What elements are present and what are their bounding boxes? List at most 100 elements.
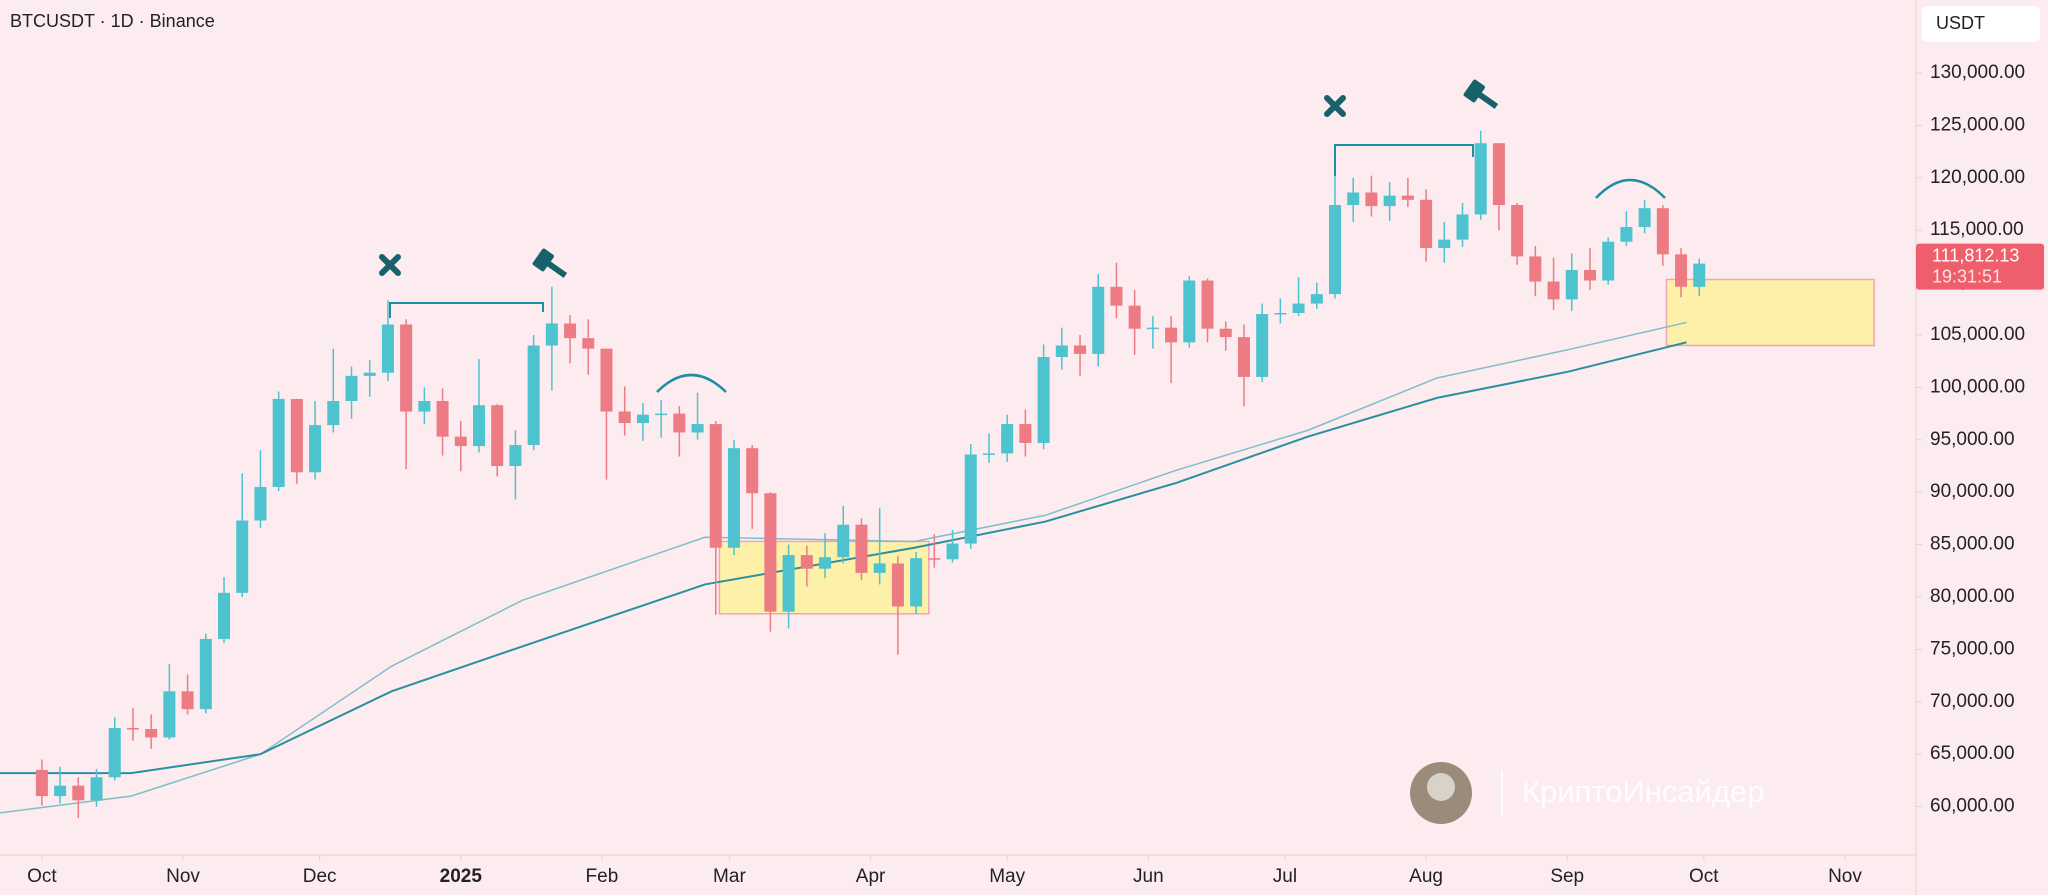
candle-body	[1565, 270, 1578, 300]
candle-body	[454, 436, 467, 447]
countdown-label: 19:31:51	[1932, 266, 2002, 286]
currency-label[interactable]: USDT	[1936, 13, 1985, 33]
candle-body	[1656, 208, 1669, 255]
plot-area	[0, 130, 1875, 819]
y-tick-label: 65,000.00	[1930, 743, 2015, 764]
candle-body	[873, 563, 886, 573]
candle-body	[1365, 192, 1378, 207]
candle-body	[90, 777, 103, 801]
candle-body	[1055, 345, 1068, 358]
candle-body	[218, 592, 231, 639]
candle-body	[691, 424, 704, 433]
x-tick-label: Sep	[1550, 866, 1584, 887]
currency-box[interactable]	[1922, 6, 2040, 42]
candle-body	[928, 558, 941, 560]
symbol-title: BTCUSDT · 1D · Binance	[10, 11, 215, 31]
x-tick-label: Apr	[856, 866, 886, 887]
y-tick-label: 95,000.00	[1930, 429, 2015, 450]
candle-body	[309, 425, 322, 473]
candle-body	[946, 543, 959, 560]
x-tick-label: Nov	[1828, 866, 1862, 887]
candle-body	[327, 401, 340, 426]
candle-body	[819, 557, 832, 569]
y-tick-label: 60,000.00	[1930, 796, 2015, 817]
watermark-text: КриптоИнсайдер	[1522, 774, 1765, 809]
gavel-icon	[1463, 79, 1499, 109]
candle-body	[1310, 294, 1323, 304]
candle-body	[72, 785, 85, 801]
candle-body	[1274, 312, 1287, 315]
candle-body	[1638, 208, 1651, 228]
candle-body	[564, 323, 577, 339]
candle-body	[1583, 270, 1596, 281]
candle-body	[1401, 195, 1414, 200]
bracket	[389, 302, 544, 318]
x-tick-label: Aug	[1409, 866, 1443, 887]
candle-body	[199, 638, 212, 710]
candle-body	[345, 375, 358, 402]
candle-body	[254, 486, 267, 521]
candle-body	[982, 453, 995, 455]
candle-body	[1456, 214, 1469, 240]
candle-body	[1092, 286, 1105, 354]
candle-body	[673, 413, 686, 433]
x-tick-label: Feb	[586, 866, 619, 887]
candle-body	[1328, 205, 1342, 295]
candle-body	[1292, 303, 1305, 313]
candle-body	[618, 411, 631, 424]
candle-body	[472, 405, 486, 447]
candle-body	[764, 493, 777, 612]
candle-body	[1037, 357, 1050, 443]
candle-body	[1074, 345, 1087, 354]
candle-body	[1001, 424, 1014, 454]
y-tick-label: 130,000.00	[1930, 62, 2025, 83]
candle-body	[272, 398, 285, 487]
cross-icon	[1324, 95, 1346, 117]
x-tick-label: May	[989, 866, 1025, 887]
candle-body	[1420, 199, 1433, 249]
x-tick-label: Jul	[1273, 866, 1297, 887]
candle-body	[35, 769, 48, 797]
candle-body	[545, 323, 558, 346]
gavel-icon	[532, 248, 568, 278]
y-tick-label: 90,000.00	[1930, 481, 2015, 502]
candle-body	[1019, 424, 1032, 443]
candle-body	[1256, 314, 1269, 377]
y-tick-label: 80,000.00	[1930, 586, 2015, 607]
x-tick-label: Oct	[1689, 866, 1719, 887]
candle-body	[163, 691, 176, 738]
candle-body	[290, 398, 303, 473]
candle-body	[600, 348, 613, 412]
x-tick-label: Nov	[166, 866, 200, 887]
candle-body	[1547, 281, 1560, 300]
candle-body	[418, 401, 431, 412]
x-tick-label: Mar	[713, 866, 746, 887]
candle-body	[126, 728, 139, 730]
candle-body	[636, 414, 649, 424]
candle-body	[1492, 143, 1505, 206]
candle-body	[1347, 192, 1360, 206]
candle-body	[1201, 280, 1214, 329]
arc	[1595, 178, 1666, 199]
candle-body	[236, 520, 249, 593]
candle-body	[527, 345, 540, 446]
x-tick-label: Oct	[27, 866, 57, 887]
watermark-avatar-face	[1427, 773, 1455, 801]
last-price-box	[1916, 243, 2044, 290]
x-tick-label: Dec	[303, 866, 337, 887]
bracket	[1334, 144, 1474, 176]
candle-body	[1693, 263, 1706, 287]
candle-body	[1146, 327, 1159, 330]
candle-body	[727, 448, 740, 548]
price-zone	[1665, 278, 1875, 347]
candle-body	[1219, 328, 1232, 338]
y-tick-label: 100,000.00	[1930, 376, 2025, 397]
candle-body	[1675, 254, 1688, 287]
candle-body	[363, 372, 376, 376]
candle-body	[1511, 205, 1524, 257]
candle-body	[709, 424, 722, 548]
candle-body	[400, 324, 413, 412]
candle-body	[1237, 337, 1250, 377]
